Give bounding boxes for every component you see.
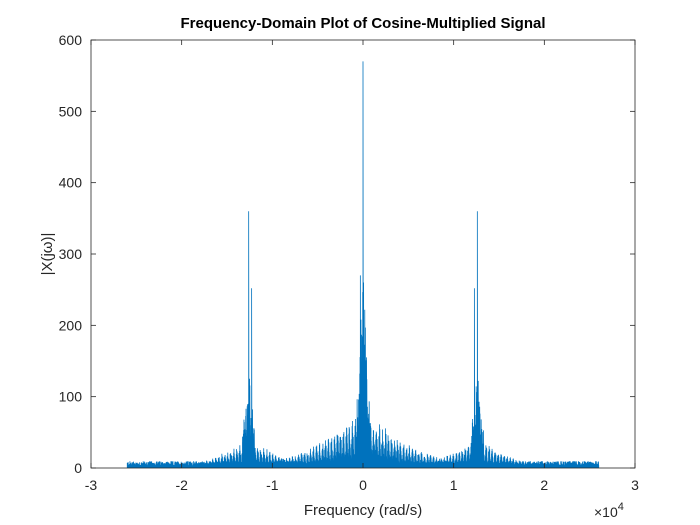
y-axis-label: |X(jω)| — [39, 233, 56, 276]
x-tick-label: 2 — [540, 477, 548, 493]
x-tick-label: -3 — [85, 477, 98, 493]
chart-title: Frequency-Domain Plot of Cosine-Multipli… — [180, 15, 545, 32]
y-axis: 0 100 200 300 400 500 600 — [59, 32, 635, 476]
x-tick-label: 3 — [631, 477, 639, 493]
x-tick-label: 1 — [450, 477, 458, 493]
x-axis: -3 -2 -1 0 1 2 3 — [85, 40, 639, 493]
y-tick-label: 300 — [59, 246, 83, 262]
y-tick-label: 0 — [74, 460, 82, 476]
x-tick-label: 0 — [359, 477, 367, 493]
y-tick-label: 200 — [59, 317, 83, 333]
x-axis-exponent-label: ×104 — [594, 501, 624, 520]
x-tick-label: -1 — [266, 477, 279, 493]
spectrum-series-line — [126, 61, 600, 469]
y-tick-label: 400 — [59, 175, 83, 191]
x-tick-label: -2 — [175, 477, 188, 493]
plot-area — [90, 39, 636, 469]
y-tick-label: 100 — [59, 389, 83, 405]
x-axis-label: Frequency (rad/s) — [304, 502, 422, 519]
x-axis-exponent-power: 4 — [618, 501, 624, 513]
x-axis-exponent-base: ×10 — [594, 504, 618, 520]
y-tick-label: 500 — [59, 103, 83, 119]
y-tick-label: 600 — [59, 32, 83, 48]
